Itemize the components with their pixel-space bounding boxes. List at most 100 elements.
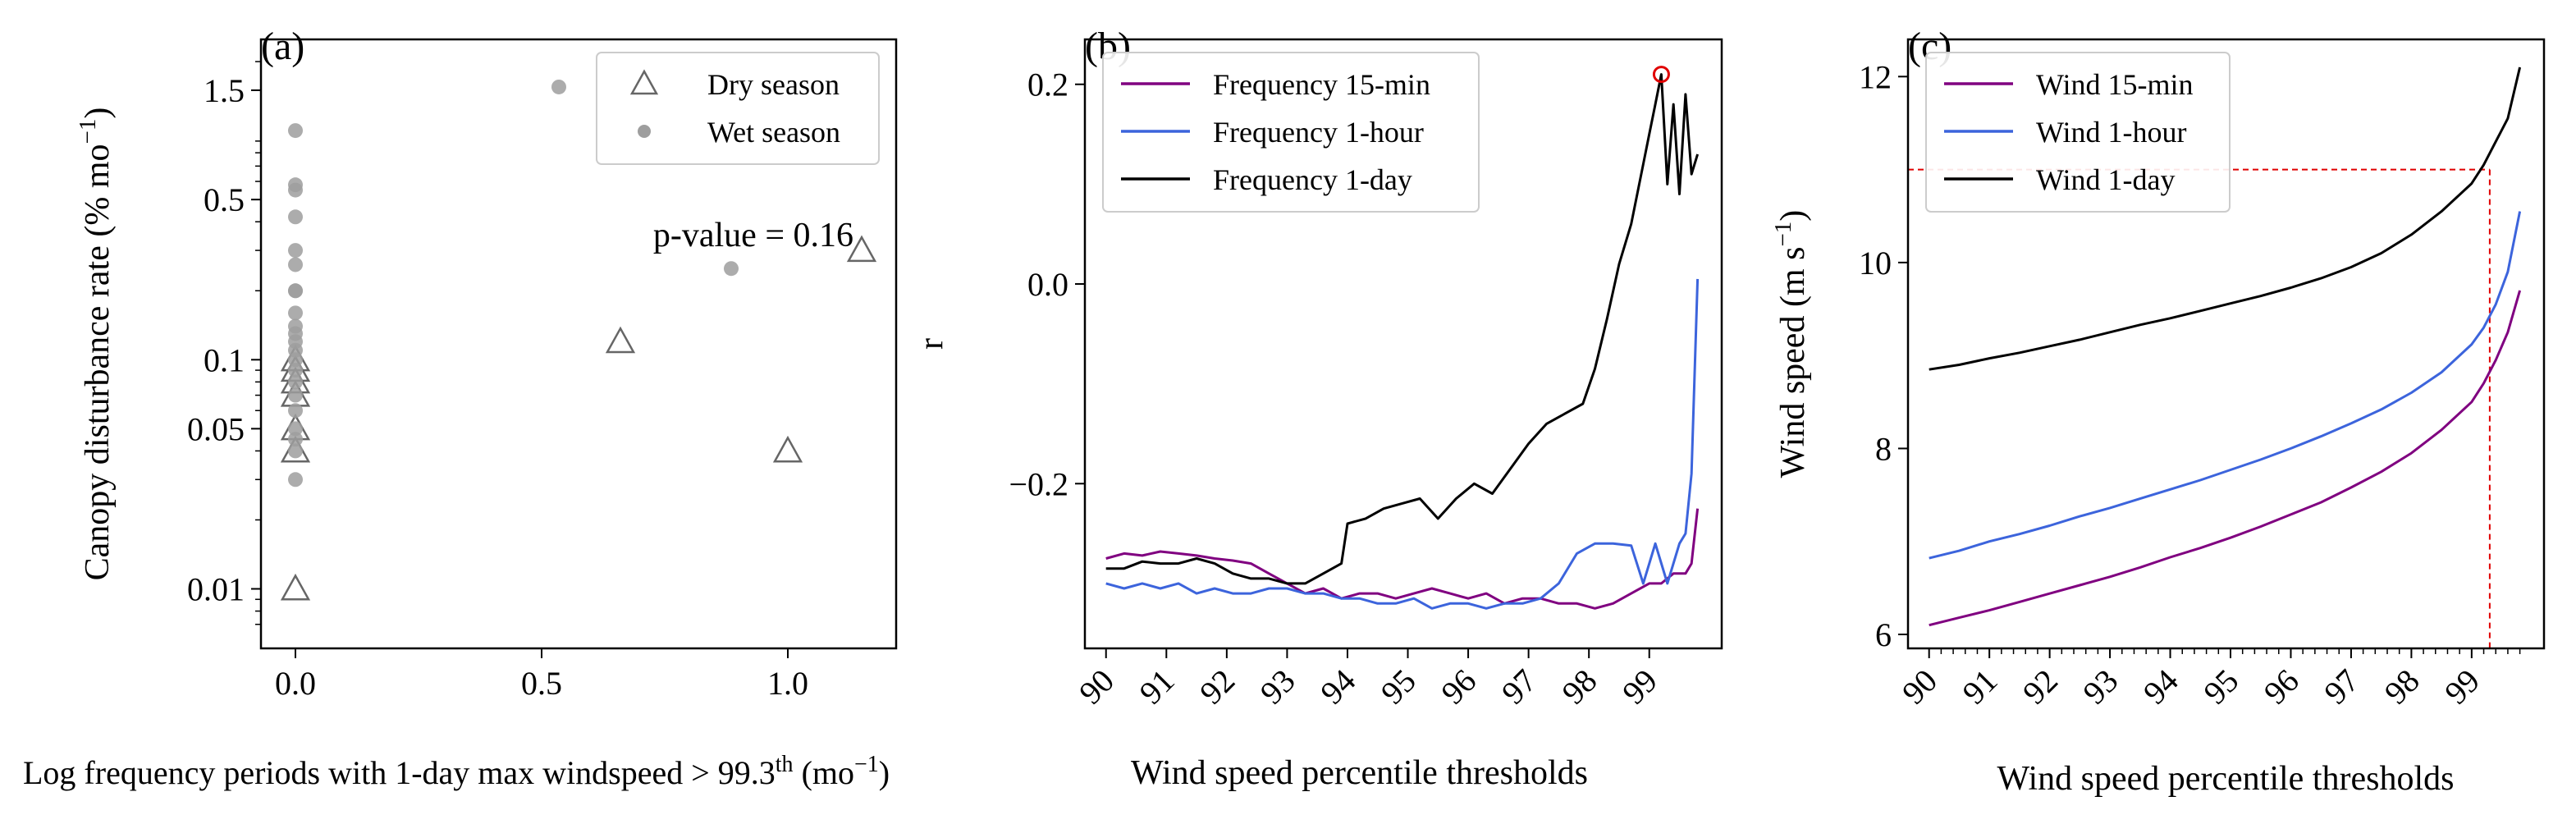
- axes-frame: [1906, 38, 2546, 650]
- legend: Frequency 15-min Frequency 1-hour Frequenc…: [1102, 52, 1480, 213]
- y-tick-label: 8: [1875, 430, 1892, 467]
- y-tick-label: 10: [1859, 245, 1892, 282]
- y-axis-label-part: ): [79, 108, 117, 119]
- y-axis-label-sup: −1: [1770, 222, 1796, 247]
- y-tick-label: 0.0: [1027, 266, 1068, 303]
- x-axis-label: Log frequency periods with 1-day max win…: [23, 752, 890, 792]
- x-tick-label: 93: [2075, 662, 2125, 712]
- p-value-annotation: p-value = 0.16: [653, 217, 853, 254]
- x-axis-label-part: ): [879, 754, 890, 791]
- wet-season-point: [288, 243, 303, 259]
- x-axis-label-part: (mo: [794, 754, 854, 791]
- wet-season-point: [288, 403, 303, 419]
- x-axis-label-part: Log frequency periods with 1-day max win…: [23, 754, 776, 791]
- x-tick-label: 94: [2136, 662, 2185, 712]
- legend-marker-wet: [638, 125, 651, 138]
- x-tick-label: 94: [1313, 662, 1362, 712]
- x-tick-label: 95: [2196, 662, 2245, 712]
- series-line-wind-1-hour: [1929, 211, 2522, 560]
- y-tick-label: 1.5: [204, 72, 245, 109]
- highlight-point: [1652, 66, 1670, 84]
- y-axis-label-part: Canopy disturbance rate (% mo: [79, 144, 117, 581]
- dry-season-point: [605, 326, 636, 354]
- y-tick-label: 0.05: [187, 410, 245, 447]
- wet-season-point: [551, 79, 566, 94]
- wet-season-point: [288, 432, 303, 447]
- dry-season-point: [772, 435, 803, 463]
- wet-season-point: [288, 472, 303, 488]
- x-tick-label: 96: [1434, 662, 1483, 712]
- x-axis-label-sup: −1: [854, 752, 879, 777]
- x-tick-label: 99: [2437, 662, 2487, 712]
- series-line-wind-15-min: [1929, 290, 2522, 627]
- wet-season-point: [288, 374, 303, 390]
- legend-label: Frequency 15-min: [1213, 68, 1430, 101]
- series-line-wind-1-day: [1929, 66, 2522, 371]
- wet-season-point: [288, 283, 303, 299]
- x-tick-label: 0.0: [275, 665, 316, 702]
- plot-area: [1105, 73, 1700, 610]
- wet-season-point: [288, 209, 303, 225]
- plot-area: [1908, 66, 2522, 648]
- legend-label: Frequency 1-day: [1213, 163, 1412, 196]
- dry-season-point: [280, 573, 311, 601]
- x-tick-label: 93: [1253, 662, 1302, 712]
- x-tick-label: 97: [2317, 662, 2366, 712]
- legend: Dry season Wet season: [596, 52, 880, 165]
- series-line-frequency-15-min: [1105, 508, 1700, 610]
- y-axis-label-part: ): [1774, 210, 1812, 222]
- legend: Wind 15-min Wind 1-hour Wind 1-day: [1925, 52, 2231, 213]
- wet-season-point: [288, 387, 303, 403]
- y-axis-label-sup: −1: [75, 119, 101, 144]
- series-line-frequency-1-hour: [1105, 278, 1700, 610]
- wet-season-point: [288, 305, 303, 321]
- x-tick-label: 1.0: [767, 665, 808, 702]
- legend-box: [596, 52, 880, 165]
- legend-marker-dry: [629, 69, 659, 95]
- y-tick-label: −0.2: [1009, 465, 1068, 502]
- x-tick-label: 92: [2016, 662, 2065, 712]
- y-tick-label: 0.2: [1027, 66, 1068, 103]
- wet-season-point: [288, 443, 303, 459]
- wet-season-point: [288, 182, 303, 198]
- x-tick-label: 96: [2257, 662, 2306, 712]
- y-tick-label: 12: [1859, 58, 1892, 95]
- x-tick-label: 99: [1615, 662, 1664, 712]
- y-tick-label: 0.01: [187, 571, 245, 608]
- legend-label: Frequency 1-hour: [1213, 116, 1424, 149]
- series-line-frequency-1-day: [1105, 73, 1700, 585]
- legend-box: [1925, 52, 2231, 213]
- x-tick-label: 0.5: [521, 665, 562, 702]
- x-tick-label: 90: [1072, 662, 1121, 712]
- panel-label: (a): [261, 25, 304, 68]
- legend-label: Wind 1-hour: [2036, 116, 2187, 149]
- x-tick-label: 98: [1554, 662, 1604, 712]
- dry-season-point: [846, 235, 877, 263]
- wet-season-point: [288, 421, 303, 437]
- x-tick-label: 92: [1192, 662, 1242, 712]
- x-tick-label: 95: [1374, 662, 1423, 712]
- x-axis-label: Wind speed percentile thresholds: [1131, 754, 1588, 792]
- y-axis-label: Wind speed (m s−1): [1770, 210, 1812, 478]
- wet-season-point: [288, 363, 303, 378]
- wet-season-point: [288, 257, 303, 272]
- axes-frame: [259, 38, 898, 650]
- legend-box: [1102, 52, 1480, 213]
- axes-frame: [1083, 38, 1723, 650]
- plot-area: [280, 79, 877, 601]
- x-tick-label: 90: [1895, 662, 1944, 712]
- wet-season-point: [724, 261, 739, 277]
- legend-label: Wind 1-day: [2036, 163, 2176, 196]
- x-tick-label: 97: [1494, 662, 1544, 712]
- y-axis-label: r: [913, 338, 950, 350]
- legend-label: Dry season: [707, 68, 840, 101]
- x-tick-label: 91: [1132, 662, 1182, 712]
- y-axis-label: Canopy disturbance rate (% mo−1): [75, 108, 117, 581]
- x-axis-label-sup: th: [776, 752, 794, 777]
- x-tick-label: 98: [2377, 662, 2427, 712]
- y-tick-label: 0.1: [204, 341, 245, 378]
- panel-b: (b)90 91 92 93 94 95 96 97 98 99−0.20.00.2 Frequen…: [913, 25, 1723, 792]
- panel-a: (a) 0.0 0.5 1.0 0.01 0.05 0.1 0.5 1.5 Dry season W…: [23, 25, 898, 792]
